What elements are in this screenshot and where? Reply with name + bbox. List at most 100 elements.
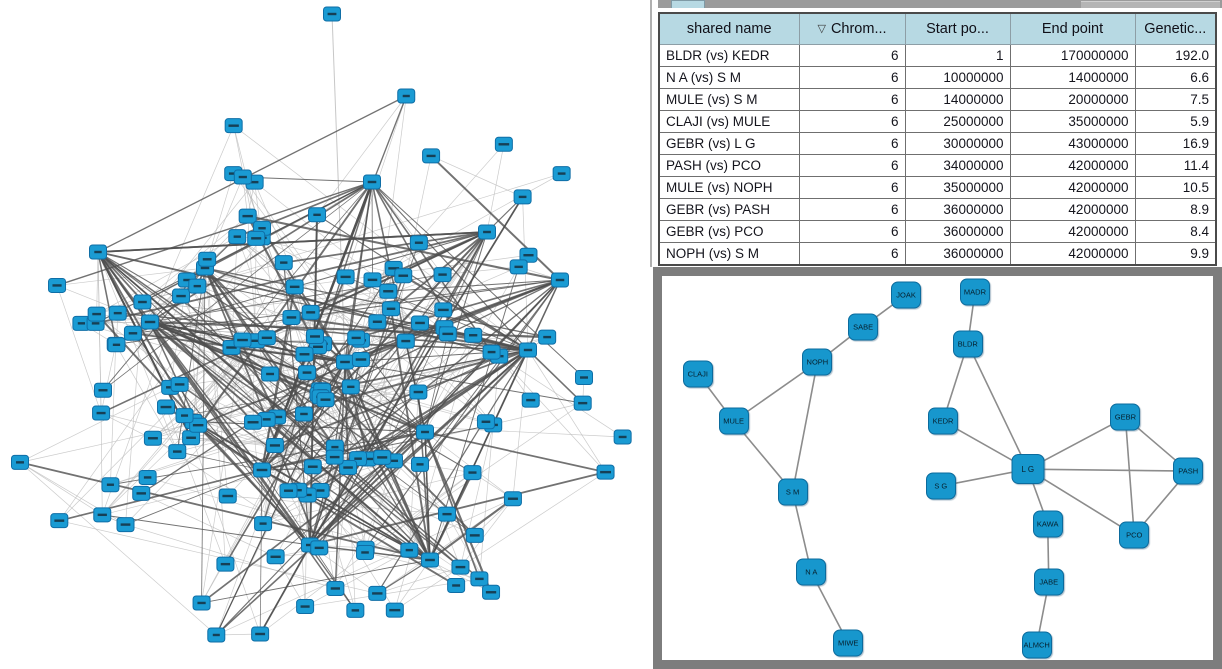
- column-header-genetic[interactable]: Genetic...: [1134, 12, 1217, 45]
- network-edge: [149, 321, 311, 546]
- graph-node-jabe[interactable]: JABE: [1033, 568, 1064, 596]
- network-node-label: [415, 321, 425, 325]
- network-edge: [132, 332, 311, 546]
- table-row[interactable]: PASH (vs) PCO 6 34000000 42000000 11.4: [658, 154, 1217, 177]
- graph-node-gebr[interactable]: GEBR: [1110, 403, 1141, 431]
- table-row[interactable]: N A (vs) S M 6 10000000 14000000 6.6: [658, 66, 1217, 89]
- network-edge: [376, 559, 431, 594]
- graph-node-mule[interactable]: MULE: [718, 407, 749, 435]
- network-edge: [266, 419, 623, 438]
- table-row[interactable]: GEBR (vs) PASH 6 36000000 42000000 8.9: [658, 198, 1217, 221]
- subnetwork-edge-bldr-l-g[interactable]: [967, 343, 1029, 470]
- graph-node-l-g[interactable]: L G: [1011, 454, 1045, 485]
- network-node-label: [233, 235, 241, 238]
- network-edge: [177, 451, 263, 471]
- network-edge: [377, 566, 461, 594]
- network-edge: [350, 386, 494, 426]
- graph-node-s-g[interactable]: S G: [925, 472, 956, 500]
- table-row[interactable]: GEBR (vs) PCO 6 36000000 42000000 8.4: [658, 220, 1217, 243]
- column-header-shared-name[interactable]: shared name: [658, 12, 800, 45]
- network-node-label: [452, 584, 461, 587]
- network-edge: [204, 267, 476, 537]
- network-edge: [417, 391, 431, 561]
- table-row[interactable]: MULE (vs) S M 6 14000000 20000000 7.5: [658, 88, 1217, 111]
- subnetwork-edge-noph-s-m[interactable]: [791, 362, 819, 492]
- network-edge: [190, 181, 373, 439]
- network-edge: [19, 462, 103, 516]
- network-edge: [486, 144, 505, 233]
- network-edge: [19, 462, 217, 636]
- table-tab[interactable]: [671, 0, 705, 8]
- network-node-label: [316, 489, 325, 492]
- network-node-label: [52, 284, 62, 287]
- table-row[interactable]: MULE (vs) NOPH 6 35000000 42000000 10.5: [658, 176, 1217, 199]
- table-cell: 6: [798, 88, 906, 111]
- network-node-label: [77, 322, 86, 325]
- table-row[interactable]: NOPH (vs) S M 6 36000000 42000000 9.9: [658, 242, 1217, 266]
- network-edge: [355, 279, 561, 339]
- network-edge: [231, 236, 238, 348]
- network-node-label: [354, 457, 362, 460]
- table-cell: 9.9: [1134, 242, 1217, 266]
- table-cell: 6: [798, 44, 906, 67]
- subnetwork-canvas[interactable]: JOAK SABE NOPH CLAJI MULE S M N A MIWE MADR BLDR K…: [662, 276, 1213, 660]
- table-cell: 35000000: [904, 176, 1011, 199]
- main-network-canvas[interactable]: [0, 0, 653, 669]
- network-node-label: [284, 489, 293, 492]
- network-node-label: [272, 415, 283, 419]
- table-cell: CLAJI (vs) MULE: [658, 110, 800, 133]
- network-edge: [430, 155, 561, 281]
- column-header-end-point[interactable]: End point: [1009, 12, 1136, 45]
- network-node-label: [166, 386, 175, 389]
- network-node-label: [372, 320, 382, 323]
- network-node-label: [405, 548, 413, 552]
- graph-node-noph[interactable]: NOPH: [802, 348, 833, 376]
- graph-node-joak[interactable]: JOAK: [891, 281, 922, 309]
- network-node-label: [523, 348, 533, 352]
- table-row[interactable]: GEBR (vs) L G 6 30000000 43000000 16.9: [658, 132, 1217, 155]
- graph-node-bldr[interactable]: BLDR: [952, 330, 983, 358]
- table-cell: 20000000: [1009, 88, 1136, 111]
- graph-node-n-a[interactable]: N A: [796, 558, 827, 586]
- subnetwork-edge-l-g-pco[interactable]: [1027, 468, 1135, 536]
- network-node-label: [299, 353, 310, 356]
- graph-node-pco[interactable]: PCO: [1119, 521, 1150, 549]
- network-edge: [102, 181, 373, 391]
- network-edge: [309, 431, 426, 546]
- network-node-label: [305, 543, 315, 547]
- graph-node-claji[interactable]: CLAJI: [682, 360, 713, 388]
- network-node-label: [200, 266, 210, 270]
- table-cell: GEBR (vs) PCO: [658, 220, 800, 243]
- column-header-start-po[interactable]: Start po...: [904, 12, 1011, 45]
- network-edge: [100, 344, 117, 414]
- network-edge: [110, 391, 419, 486]
- network-node-label: [294, 488, 302, 492]
- graph-node-kedr[interactable]: KEDR: [928, 407, 958, 435]
- filter-icon[interactable]: ▽: [817, 23, 826, 35]
- panel-divider[interactable]: [650, 0, 652, 267]
- subnetwork-edge-l-g-pash[interactable]: [1027, 468, 1189, 472]
- table-row[interactable]: BLDR (vs) KEDR 6 1 170000000 192.0: [658, 44, 1217, 67]
- graph-node-madr[interactable]: MADR: [959, 278, 990, 306]
- network-node-label: [172, 450, 182, 453]
- table-cell: 42000000: [1009, 176, 1136, 199]
- table-scrollbar-thumb[interactable]: [1081, 1, 1220, 8]
- network-edge: [125, 469, 263, 526]
- network-node-label: [438, 273, 447, 276]
- network-edge: [309, 349, 529, 546]
- table-cell: 6: [798, 132, 906, 155]
- network-node-label: [367, 180, 377, 184]
- network-edge: [309, 275, 405, 546]
- graph-node-pash[interactable]: PASH: [1173, 457, 1204, 485]
- network-node-label: [138, 300, 147, 304]
- subnetwork-edge-gebr-pco[interactable]: [1124, 417, 1136, 535]
- graph-node-kawa[interactable]: KAWA: [1032, 510, 1063, 538]
- graph-node-s-m[interactable]: S M: [777, 478, 808, 506]
- column-header-chrom[interactable]: ▽ Chrom...: [798, 12, 906, 45]
- graph-node-almch[interactable]: ALMCH: [1021, 631, 1052, 659]
- table-row[interactable]: CLAJI (vs) MULE 6 25000000 35000000 5.9: [658, 110, 1217, 133]
- network-node-label: [398, 274, 409, 277]
- graph-node-sabe[interactable]: SABE: [848, 313, 879, 341]
- column-header-label: Chrom...: [830, 21, 887, 37]
- graph-node-miwe[interactable]: MIWE: [833, 629, 864, 657]
